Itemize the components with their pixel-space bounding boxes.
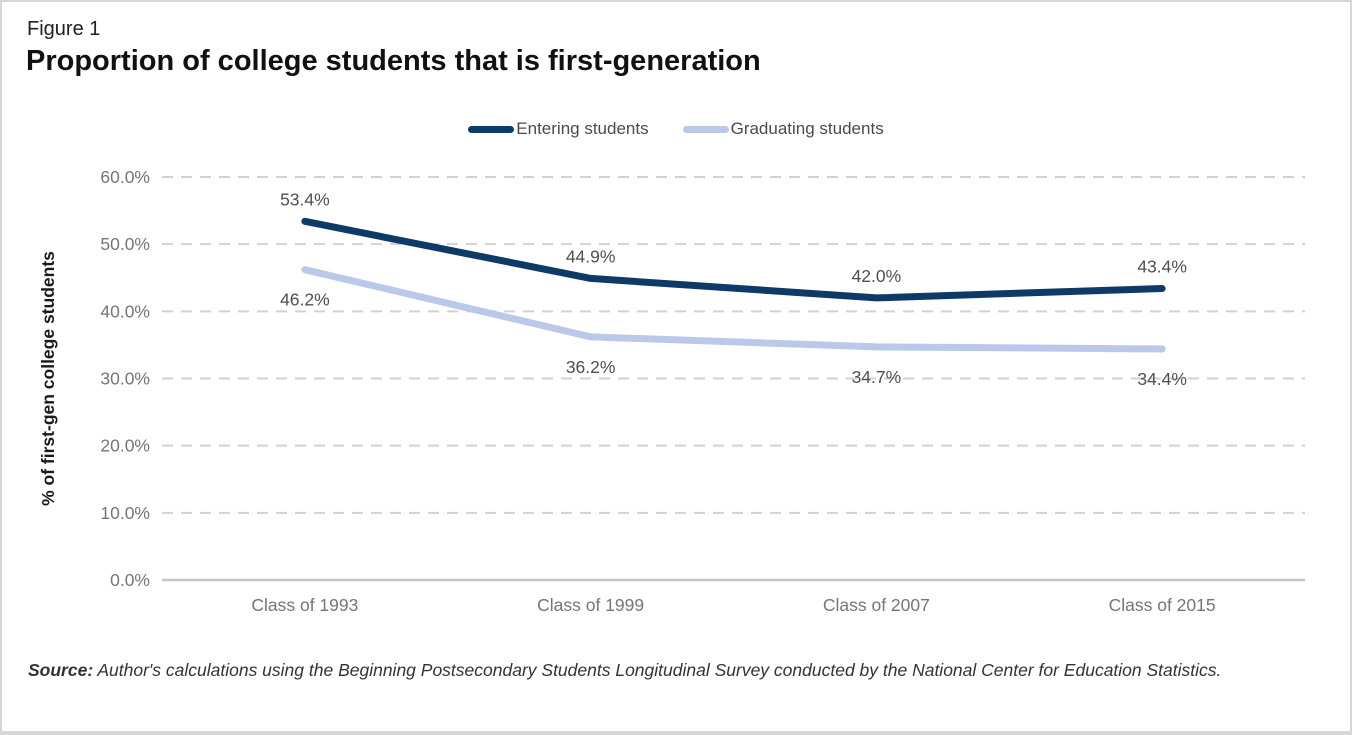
data-label: 34.7%: [852, 367, 902, 387]
legend-label-entering: Entering students: [516, 119, 649, 138]
y-tick-label: 30.0%: [100, 369, 150, 389]
series-line-entering-students: [301, 217, 1166, 302]
y-axis-title: % of first-gen college students: [38, 251, 58, 506]
x-tick-label: Class of 2007: [823, 595, 930, 615]
source-text: Author's calculations using the Beginnin…: [93, 660, 1222, 680]
legend-label-graduating: Graduating students: [730, 119, 884, 138]
y-tick-label: 50.0%: [100, 234, 150, 254]
data-label: 34.4%: [1137, 369, 1187, 389]
data-label: 42.0%: [852, 266, 902, 286]
y-tick-label: 10.0%: [100, 503, 150, 523]
chart-title: Proportion of college students that is f…: [26, 45, 761, 77]
y-tick-label: 60.0%: [100, 167, 150, 187]
source-prefix: Source:: [28, 660, 94, 680]
y-tick-label: 40.0%: [100, 301, 150, 321]
chart-legend: Entering students Graduating students: [2, 118, 1350, 140]
data-label: 43.4%: [1137, 256, 1187, 276]
data-label: 53.4%: [280, 189, 330, 209]
chart-svg: 0.0% 10.0% 20.0% 30.0% 40.0% 50.0% 60.0% % of f…: [38, 167, 1305, 615]
x-tick-label: Class of 1993: [251, 595, 358, 615]
legend-item-entering-students: Entering students: [468, 119, 649, 139]
legend-swatch-graduating-icon: [682, 125, 729, 133]
legend-swatch-entering-icon: [468, 125, 515, 133]
y-tick-label: 0.0%: [110, 570, 150, 590]
figure-label: Figure 1: [27, 18, 101, 40]
data-label: 46.2%: [280, 290, 330, 310]
legend-item-graduating-students: Graduating students: [682, 119, 884, 139]
x-tick-label: Class of 1999: [537, 595, 644, 615]
source-note: Source: Author's calculations using the …: [28, 658, 1243, 682]
series-line-graduating-students: [301, 266, 1166, 353]
x-tick-label: Class of 2015: [1109, 595, 1216, 615]
data-label: 36.2%: [566, 357, 616, 377]
data-label: 44.9%: [566, 246, 616, 266]
y-tick-label: 20.0%: [100, 436, 150, 456]
